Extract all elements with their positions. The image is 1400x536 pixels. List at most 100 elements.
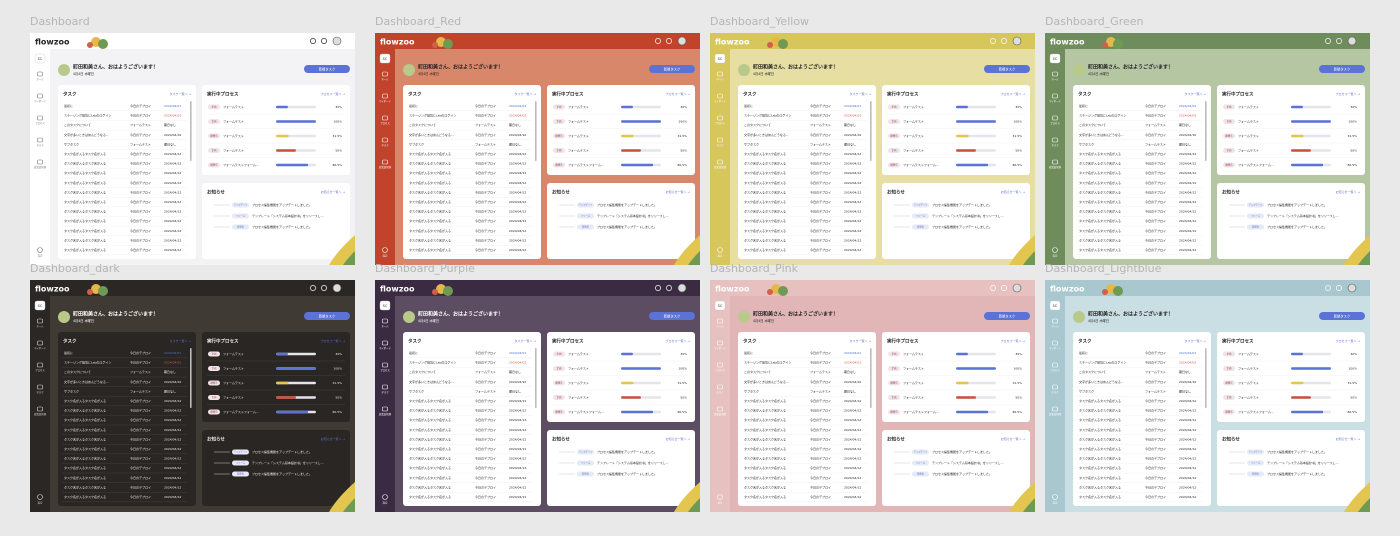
task-project: フォームテスト [1145, 388, 1166, 393]
notice-text: テンプレート「システム基本設計书」をリリースし… [597, 213, 669, 218]
process-link[interactable]: プロセス一覧へ → [1336, 338, 1361, 343]
header [1045, 33, 1370, 49]
header-icon [1001, 38, 1007, 44]
user-avatar [58, 64, 70, 76]
process-tag: 企画 [892, 105, 897, 109]
deco [1358, 498, 1370, 512]
notice-link[interactable]: お知らせ一覧へ → [1336, 189, 1361, 194]
task-name: ステージング環境にLabのログイン [1079, 113, 1126, 118]
deco [1023, 251, 1035, 265]
new-task-button[interactable] [649, 312, 695, 320]
new-task-label: 新規タスク [1334, 66, 1350, 71]
task-link[interactable]: タスク一覧へ → [850, 91, 872, 96]
process-tag: 企画 [557, 395, 562, 399]
process-name: フォームテスト [223, 104, 244, 109]
task-name: タスク名が入るタスク名が入る [1079, 446, 1121, 451]
nav-item: プロセス [35, 121, 45, 125]
task-link[interactable]: タスク一覧へ → [1185, 338, 1207, 343]
task-link[interactable]: タスク一覧へ → [515, 91, 537, 96]
notice-title: お知らせ [1222, 436, 1240, 443]
process-link[interactable]: プロセス一覧へ → [321, 338, 346, 343]
process-link[interactable]: プロセス一覧へ → [1001, 338, 1026, 343]
task-link[interactable]: タスク一覧へ → [850, 338, 872, 343]
task-title: タスク [1078, 338, 1092, 345]
task-project: 今日のデプロイ [475, 494, 496, 499]
notice-link[interactable]: お知らせ一覧へ → [666, 436, 691, 441]
notice-link[interactable]: お知らせ一覧へ → [666, 189, 691, 194]
nav-item: ホーム [36, 324, 44, 328]
new-task-button[interactable] [649, 65, 695, 73]
task-name: サブタスク [744, 388, 759, 393]
task-link[interactable]: タスク一覧へ → [170, 338, 192, 343]
task-name: タスク名が入るタスク名が入る [744, 456, 786, 461]
notice-link[interactable]: お知らせ一覧へ → [1001, 436, 1026, 441]
notice-text: テンプレート「システム基本設計书」をリリースし… [932, 213, 1004, 218]
task-link[interactable]: タスク一覧へ → [170, 91, 192, 96]
task-project: 今日のデプロイ [1145, 103, 1166, 108]
new-task-label: 新規タスク [999, 313, 1015, 318]
progress-bar [1291, 367, 1331, 370]
process-name: フォームテスト [903, 395, 924, 400]
task-date: 2024/04/10 [1179, 133, 1196, 137]
process-link[interactable]: プロセス一覧へ → [666, 91, 691, 96]
dashboard-frame: flowzooSCホームマイボードプロセスタスク従業員管理設定町田和美さん、おは… [710, 280, 1035, 512]
new-task-button[interactable] [1319, 65, 1365, 73]
task-name: タスク名が入るタスク名が入る [64, 427, 106, 432]
process-tag: 企画 [557, 352, 562, 356]
task-date: 期日なし [164, 122, 176, 127]
task-link[interactable]: タスク一覧へ → [515, 338, 537, 343]
task-project: 今日のデプロイ [130, 350, 151, 355]
process-name: フォームテストフォーム… [1238, 162, 1274, 167]
notice-link[interactable]: お知らせ一覧へ → [321, 189, 346, 194]
task-date: 2024/04/12 [1179, 466, 1196, 470]
task-date: 2024/04/12 [509, 495, 526, 499]
new-task-button[interactable] [304, 312, 350, 320]
task-name: タスク名が入るタスク名が入る [1079, 161, 1121, 166]
new-task-button[interactable] [304, 65, 350, 73]
process-tag-box [888, 366, 900, 371]
progress-bar [956, 352, 968, 356]
nav-item: タスク [381, 143, 389, 147]
deco [674, 482, 700, 512]
process-name: フォームテストフォーム… [903, 409, 939, 414]
new-task-button[interactable] [984, 312, 1030, 320]
new-task-button[interactable] [1319, 312, 1365, 320]
task-project: 今日のデプロイ [810, 132, 831, 137]
process-link[interactable]: プロセス一覧へ → [1336, 91, 1361, 96]
task-project: フォームテスト [130, 122, 151, 127]
notice-tag-box [912, 449, 929, 455]
task-date: 2024/04/12 [844, 418, 861, 422]
task-link[interactable]: タスク一覧へ → [1185, 91, 1207, 96]
task-project: 今日のデプロイ [1145, 427, 1166, 432]
avatar: SC [38, 304, 43, 308]
notice-link[interactable]: お知らせ一覧へ → [321, 436, 346, 441]
settings: 設定 [718, 254, 723, 258]
new-task-button[interactable] [984, 65, 1030, 73]
task-project: 今日のデプロイ [810, 170, 831, 175]
progress-label: 50% [1350, 396, 1357, 400]
process-link[interactable]: プロセス一覧へ → [1001, 91, 1026, 96]
nav-item: タスク [36, 390, 44, 394]
process-tag: 企画 [212, 366, 217, 370]
task-project: 今日のデプロイ [130, 161, 151, 166]
process-link[interactable]: プロセス一覧へ → [321, 91, 346, 96]
header [30, 280, 355, 296]
task-project: 今日のデプロイ [475, 151, 496, 156]
scrollbar [535, 101, 537, 161]
task-name: タスク名が入るタスク名が入る [64, 398, 106, 403]
nav-icon [717, 93, 723, 99]
process-name: フォームテスト [223, 395, 244, 400]
task-name: タスク名が入るタスク名が入る [64, 247, 106, 252]
process-name: フォームテストフォーム… [903, 162, 939, 167]
task-project: 今日のデプロイ [810, 379, 831, 384]
task-date: 2024/04/12 [164, 171, 181, 175]
task-project: 今日のデプロイ [130, 475, 151, 480]
notice-link[interactable]: お知らせ一覧へ → [1001, 189, 1026, 194]
process-tag-box [208, 133, 220, 139]
greeting: 町田和美さん、おはようございます！ [418, 64, 503, 71]
process-card [547, 85, 695, 175]
process-link[interactable]: プロセス一覧へ → [666, 338, 691, 343]
task-date: 2024/04/12 [1179, 152, 1196, 156]
header [30, 33, 355, 49]
notice-link[interactable]: お知らせ一覧へ → [1336, 436, 1361, 441]
